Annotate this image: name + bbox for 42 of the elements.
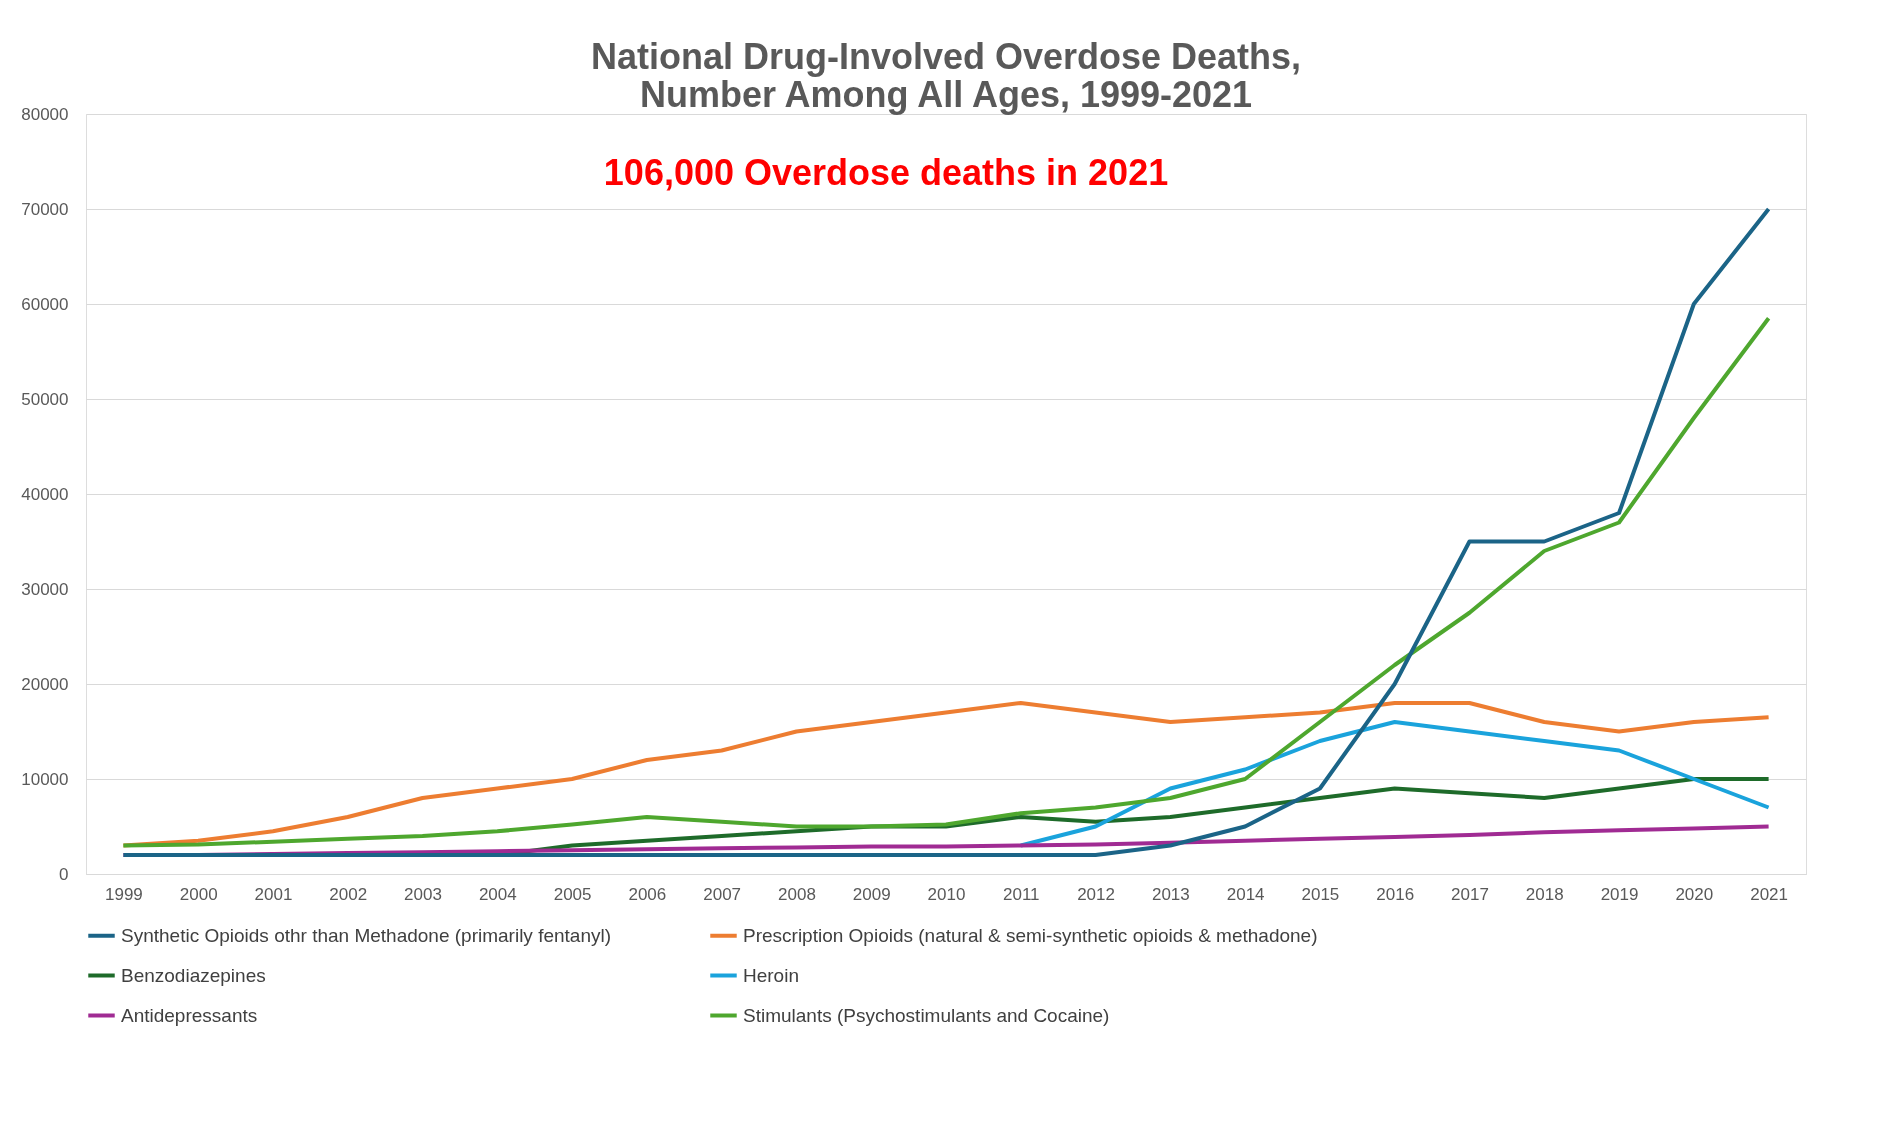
x-tick-label: 2020 — [1675, 884, 1714, 904]
x-tick-label: 2019 — [1600, 884, 1639, 904]
y-tick-label: 70000 — [21, 199, 69, 219]
annotation: 106,000 Overdose deaths in 2021 — [603, 152, 1169, 193]
x-tick-label: 2013 — [1151, 884, 1190, 904]
y-tick-label: 20000 — [21, 674, 69, 694]
y-tick-label: 10000 — [21, 769, 69, 789]
x-tick-label: 2006 — [628, 884, 667, 904]
x-tick-label: 2021 — [1750, 884, 1789, 904]
y-tick-label: 40000 — [21, 484, 69, 504]
legend-label: Benzodiazepines — [121, 964, 266, 986]
x-tick-label: 2012 — [1077, 884, 1115, 904]
x-tick-label: 2003 — [404, 884, 442, 904]
legend-label: Stimulants (Psychostimulants and Cocaine) — [743, 1004, 1110, 1026]
y-tick-label: 50000 — [21, 389, 69, 409]
y-tick-label: 30000 — [21, 579, 69, 599]
x-tick-label: 2008 — [778, 884, 816, 904]
x-tick-label: 2011 — [1003, 884, 1040, 904]
legend-label: Antidepressants — [121, 1004, 258, 1026]
x-tick-label: 2014 — [1226, 884, 1265, 904]
x-tick-label: 2007 — [703, 884, 742, 904]
x-tick-label: 2015 — [1301, 884, 1340, 904]
text: National Drug-Involved Overdose Deaths, — [590, 36, 1302, 77]
y-tick-label: 0 — [59, 864, 69, 884]
legend-label: Prescription Opioids (natural & semi-synthetic opioids & methadone) — [743, 924, 1318, 946]
x-tick-label: 2018 — [1525, 884, 1564, 904]
x-tick-label: 2000 — [179, 884, 218, 904]
legend-label: Heroin — [743, 964, 799, 986]
x-tick-label: 2016 — [1376, 884, 1415, 904]
line-series — [121, 207, 1771, 857]
x-tick-label: 2001 — [254, 884, 293, 904]
y-tick-label: 80000 — [21, 104, 69, 124]
x-tick-label: 2010 — [927, 884, 966, 904]
x-tick-label: 2017 — [1451, 884, 1489, 904]
x-tick-label: 1999 — [104, 884, 143, 904]
x-tick-label: 2002 — [329, 884, 368, 904]
x-tick-label: 2009 — [852, 884, 891, 904]
x-tick-label: 2004 — [478, 884, 517, 904]
legend-label: Synthetic Opioids othr than Methadone (primarily fentanyl) — [121, 924, 612, 946]
x-tick-label: 2005 — [553, 884, 592, 904]
y-tick-label: 60000 — [21, 294, 69, 314]
line-series — [121, 316, 1771, 848]
